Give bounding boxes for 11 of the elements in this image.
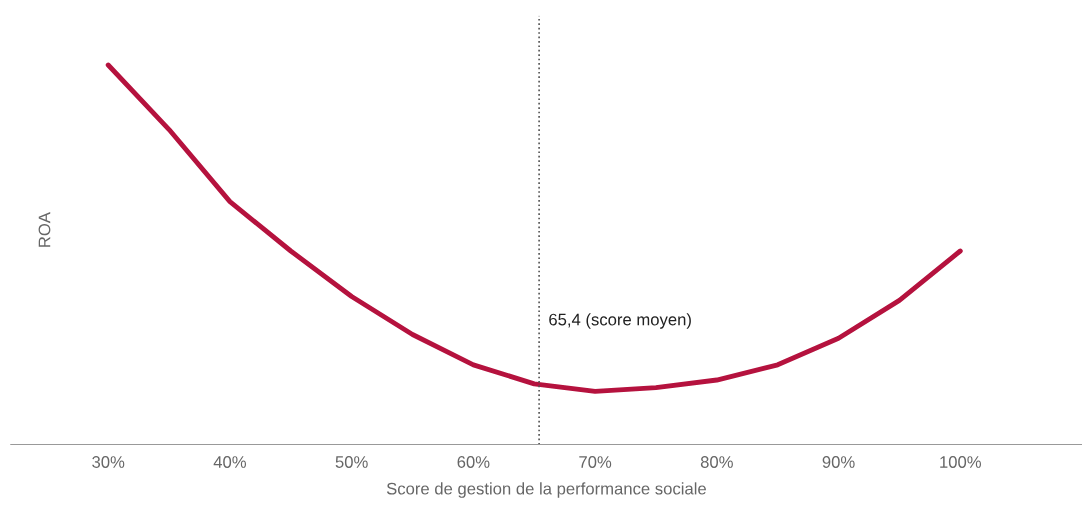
y-axis-title: ROA [38, 212, 51, 247]
x-tick-label: 90% [822, 456, 855, 468]
x-tick-label: 70% [579, 456, 612, 468]
x-tick-label: 100% [940, 456, 981, 468]
ref-line-label: 65,4 (score moyen) [549, 313, 691, 329]
x-tick-label: 30% [92, 456, 125, 468]
x-tick-label: 80% [700, 456, 733, 468]
x-tick-label: 60% [457, 456, 490, 468]
x-tick-label: 50% [335, 456, 368, 468]
x-axis-title: Score de gestion de la performance sociale [386, 482, 706, 498]
x-tick-label: 40% [213, 456, 247, 468]
